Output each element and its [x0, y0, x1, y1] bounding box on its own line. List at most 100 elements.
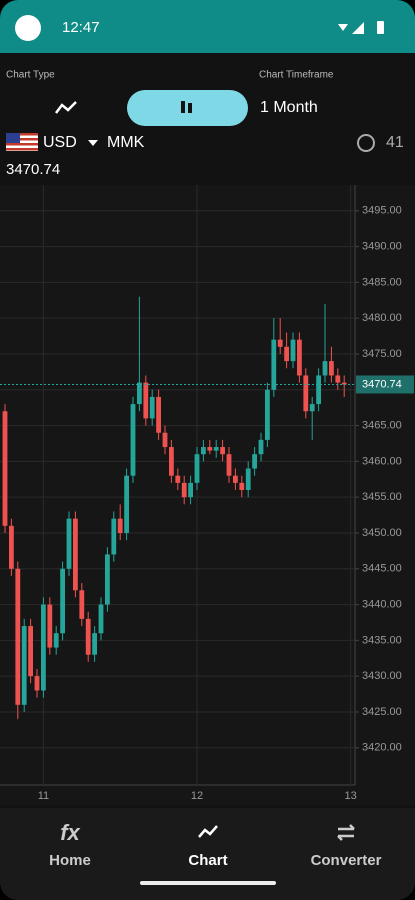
candle-body — [156, 396, 161, 433]
timeframe-label: Chart Timeframe — [259, 70, 334, 81]
candle-body — [188, 482, 193, 498]
candle-body — [277, 339, 283, 347]
candle-body — [258, 439, 264, 455]
converter-icon[interactable] — [337, 824, 355, 841]
candle-body — [60, 568, 65, 634]
candle-body — [271, 339, 277, 390]
candle-body — [226, 454, 232, 476]
candle-body — [53, 633, 59, 648]
y-tick-label: 3490.00 — [362, 240, 402, 252]
candle-body — [239, 482, 245, 491]
y-tick-label: 3445.00 — [362, 563, 402, 575]
candle-body — [265, 389, 270, 440]
candle-body — [73, 518, 78, 591]
candle-body — [329, 361, 334, 376]
quote-currency[interactable]: MMK — [107, 134, 145, 151]
candle-body — [98, 604, 104, 634]
nav-chart[interactable]: Chart — [188, 852, 227, 869]
candle-body — [9, 525, 14, 569]
candle-body — [111, 518, 117, 555]
x-tick-label: 12 — [191, 790, 203, 802]
candle-body — [284, 346, 289, 362]
y-tick-label: 3455.00 — [362, 491, 402, 503]
y-tick-label: 3450.00 — [362, 527, 402, 539]
base-currency[interactable]: USD — [43, 134, 77, 151]
candle-body — [213, 447, 219, 451]
candle-body — [220, 447, 225, 455]
chart-nav-icon[interactable] — [198, 825, 218, 838]
candle-body — [28, 626, 33, 677]
candle-body — [162, 432, 168, 448]
timer-icon — [357, 134, 375, 152]
chart-background — [0, 185, 415, 805]
candle-body — [117, 518, 123, 533]
y-tick-label: 3440.00 — [362, 598, 402, 610]
candle-body — [233, 475, 238, 483]
candle-body — [105, 554, 110, 605]
y-tick-label: 3425.00 — [362, 706, 402, 718]
candle-body — [124, 475, 129, 533]
signal-icon — [352, 22, 364, 34]
y-tick-label: 3435.00 — [362, 634, 402, 646]
candle-body — [194, 454, 200, 483]
candle-body — [201, 447, 206, 455]
candle-body — [130, 404, 136, 476]
y-tick-label: 3480.00 — [362, 312, 402, 324]
y-tick-label: 3465.00 — [362, 419, 402, 431]
candle-body — [252, 454, 257, 469]
us-flag — [6, 133, 38, 151]
status-time: 12:47 — [62, 19, 100, 36]
candle-body — [169, 447, 174, 476]
current-price-label: 3470.74 — [362, 378, 402, 390]
candle-body — [2, 411, 8, 526]
chart-type-label: Chart Type — [6, 70, 55, 81]
candlestick-chart: 3420.00 3425.00 3430.00 3435.00 3440.00 3445.… — [0, 185, 414, 802]
candle-body — [47, 604, 53, 648]
nav-home[interactable]: Home — [49, 852, 91, 869]
y-tick-label: 3495.00 — [362, 205, 402, 217]
candle-body — [137, 382, 142, 405]
y-tick-label: 3420.00 — [362, 742, 402, 754]
candle-body — [175, 475, 181, 483]
x-tick-label: 13 — [344, 790, 356, 802]
candle-body — [149, 396, 155, 419]
candle-body — [79, 590, 85, 619]
candle-body — [92, 633, 97, 655]
refresh-countdown: 41 — [386, 134, 404, 151]
current-price: 3470.74 — [6, 161, 60, 178]
candle-body — [15, 568, 21, 705]
candle-chart-button[interactable] — [127, 90, 248, 126]
candle-icon — [188, 103, 192, 113]
candle-body — [341, 382, 347, 385]
line-chart-button[interactable] — [55, 101, 77, 114]
timeframe-button[interactable]: 1 Month — [260, 99, 318, 116]
candle-body — [143, 382, 149, 419]
candle-body — [322, 361, 328, 376]
current-price-tag — [356, 375, 414, 394]
status-dot — [15, 15, 41, 41]
candle-body — [21, 626, 27, 705]
candle-body — [66, 518, 72, 569]
y-tick-label: 3485.00 — [362, 276, 402, 288]
candle-body — [245, 468, 251, 491]
home-icon[interactable]: fx — [60, 820, 80, 845]
wifi-icon — [338, 24, 348, 31]
candle-body — [309, 404, 315, 412]
candle-body — [181, 482, 187, 498]
candle-body — [303, 375, 309, 412]
candle-body — [297, 339, 302, 376]
swap-dropdown[interactable] — [88, 140, 98, 146]
home-indicator — [140, 881, 276, 885]
x-tick-label: 11 — [38, 790, 49, 802]
candle-body — [85, 618, 91, 655]
nav-converter[interactable]: Converter — [311, 852, 382, 869]
y-tick-label: 3460.00 — [362, 455, 402, 467]
candle-body — [316, 375, 321, 405]
battery-icon — [377, 21, 384, 34]
candle-body — [335, 375, 341, 383]
candle-body — [34, 676, 40, 691]
candle-body — [290, 339, 296, 362]
candle-body — [207, 447, 213, 451]
